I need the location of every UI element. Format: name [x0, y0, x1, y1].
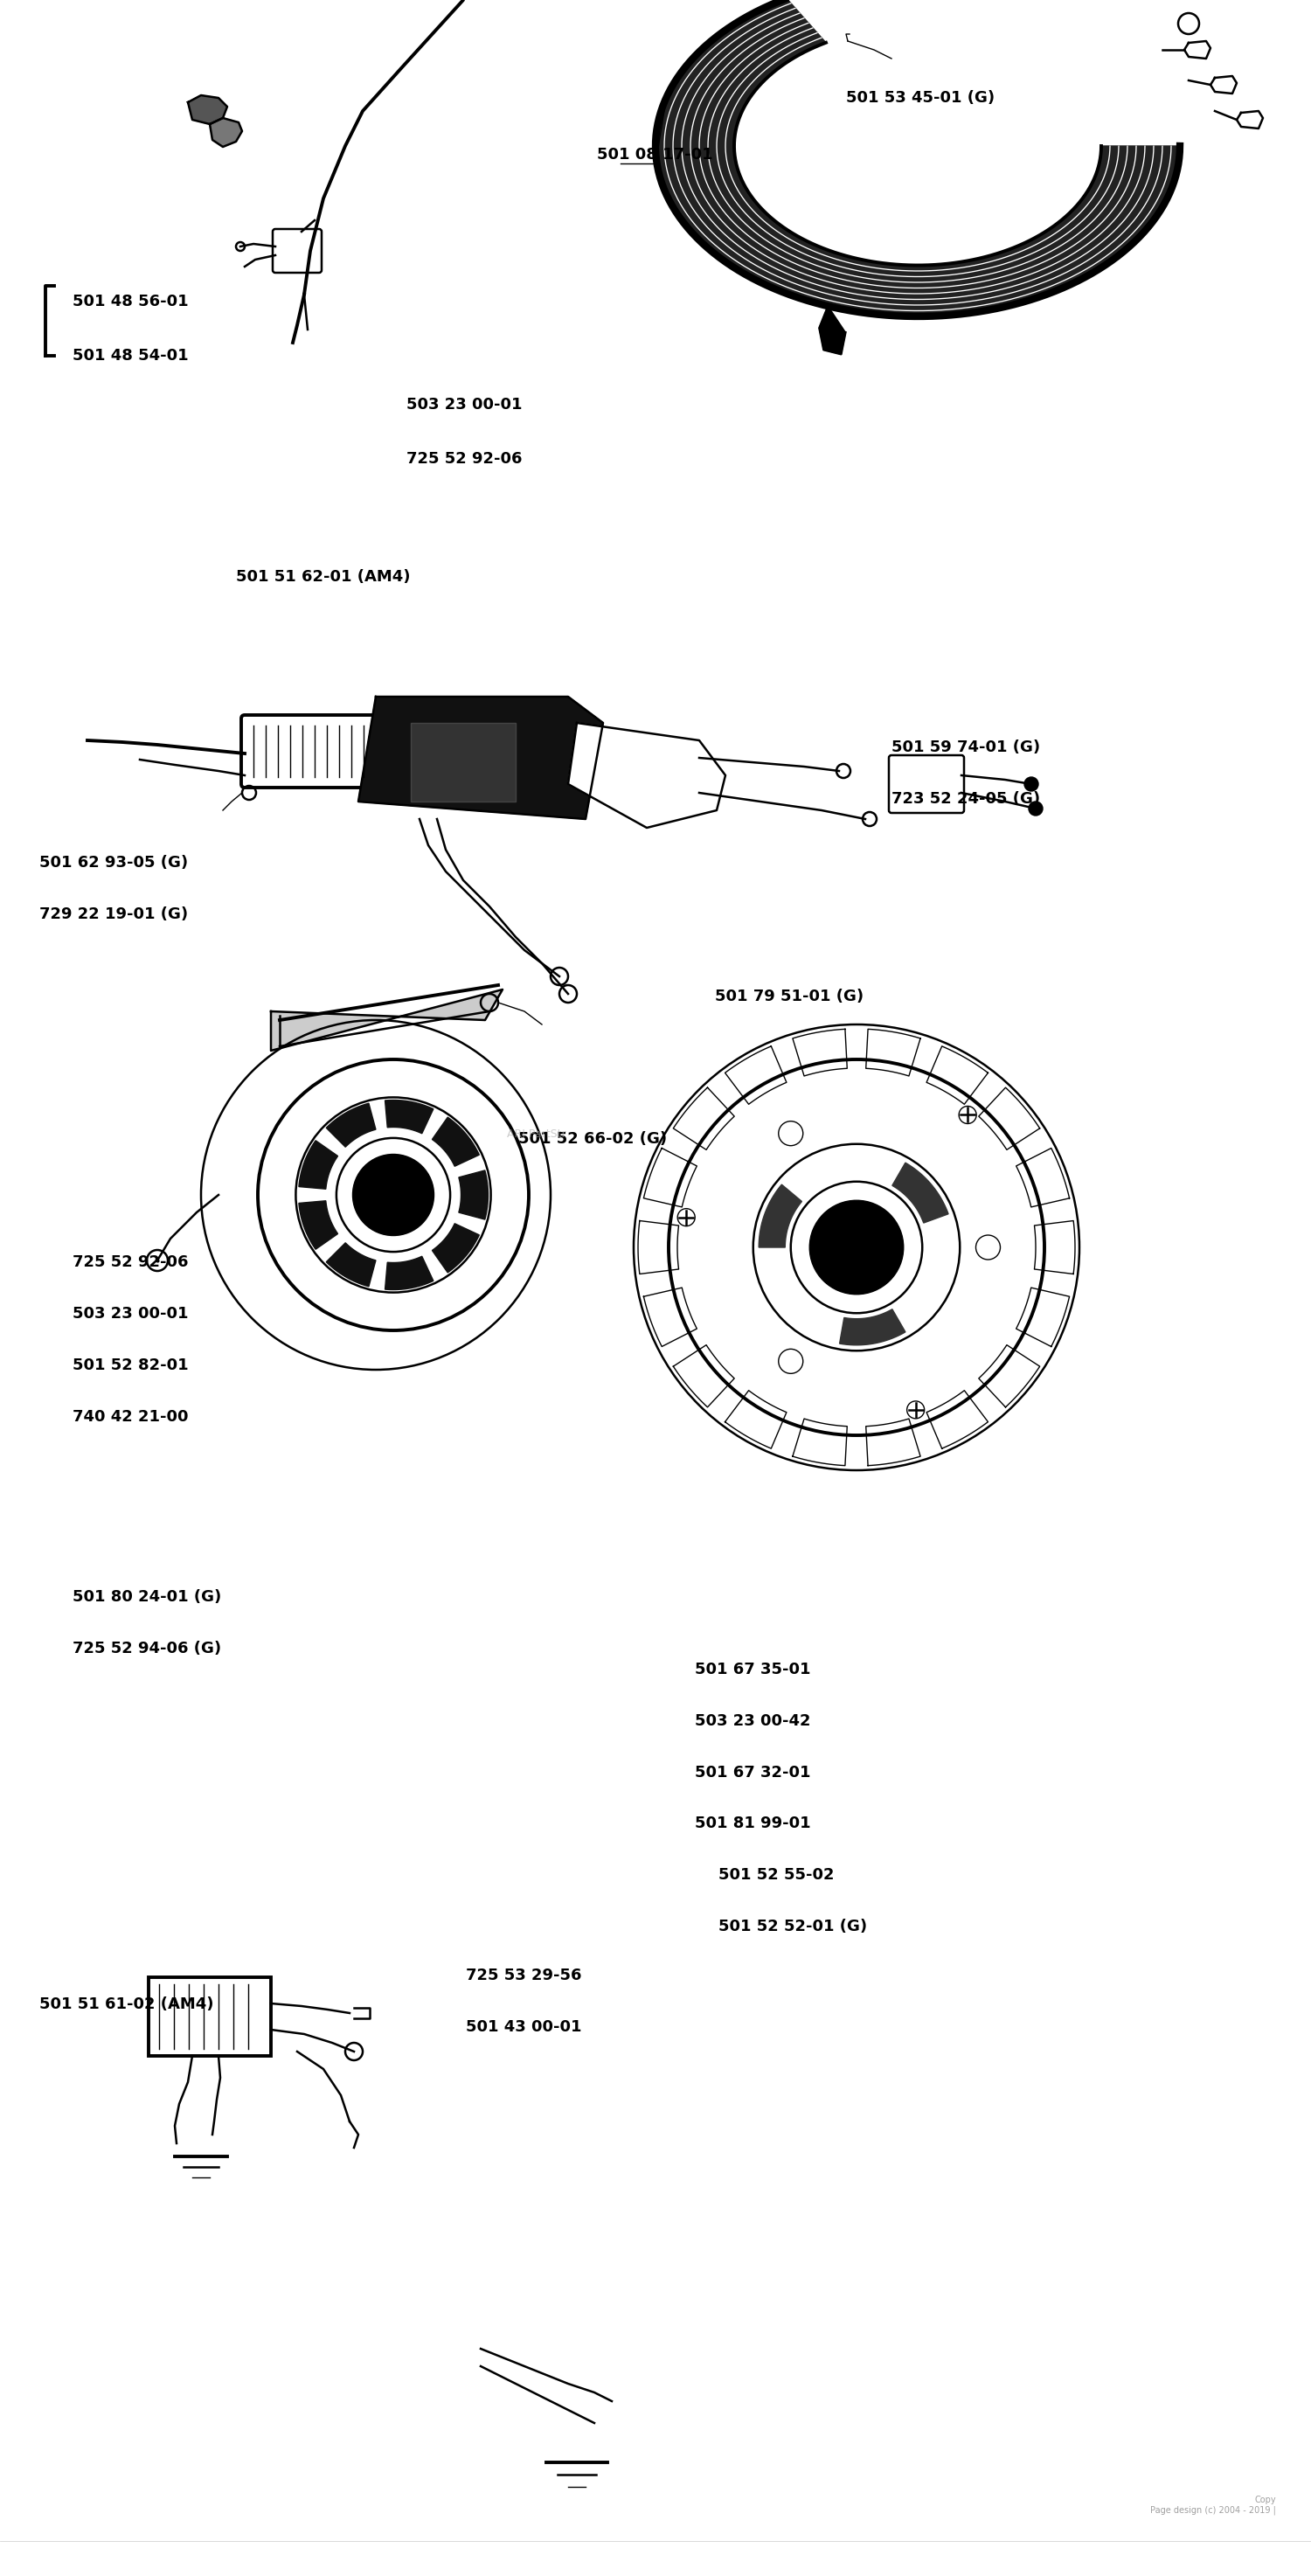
Polygon shape [210, 118, 243, 147]
Circle shape [1024, 778, 1038, 791]
Text: 501 67 32-01: 501 67 32-01 [695, 1765, 810, 1780]
Text: 501 43 00-01: 501 43 00-01 [465, 2020, 581, 2035]
Text: 501 62 93-05 (G): 501 62 93-05 (G) [39, 855, 187, 871]
Polygon shape [385, 1100, 434, 1133]
Polygon shape [759, 1185, 802, 1247]
Text: ARI PartStr: ARI PartStr [507, 1128, 566, 1139]
Polygon shape [644, 1288, 697, 1347]
Polygon shape [358, 696, 603, 819]
Polygon shape [1210, 77, 1236, 93]
Polygon shape [271, 989, 502, 1051]
Polygon shape [725, 1046, 787, 1105]
Polygon shape [738, 46, 1097, 263]
Text: 501 51 61-02 (AM4): 501 51 61-02 (AM4) [39, 1996, 214, 2012]
Text: 501 52 66-02 (G): 501 52 66-02 (G) [518, 1131, 666, 1146]
Polygon shape [299, 1141, 338, 1190]
Text: 725 52 94-06 (G): 725 52 94-06 (G) [72, 1641, 220, 1656]
Bar [410, 724, 515, 801]
Polygon shape [979, 1087, 1040, 1149]
Bar [148, 1978, 271, 2056]
Polygon shape [656, 0, 1180, 317]
Polygon shape [793, 1030, 847, 1077]
Text: 501 52 82-01: 501 52 82-01 [72, 1358, 187, 1373]
Polygon shape [568, 724, 725, 827]
Polygon shape [326, 1242, 376, 1285]
Text: 501 52 52-01 (G): 501 52 52-01 (G) [718, 1919, 867, 1935]
Polygon shape [1016, 1288, 1070, 1347]
Text: 503 23 00-42: 503 23 00-42 [695, 1713, 810, 1728]
Polygon shape [674, 1087, 734, 1149]
Text: 501 48 56-01: 501 48 56-01 [72, 294, 187, 309]
Text: 725 52 92-06: 725 52 92-06 [72, 1255, 187, 1270]
FancyBboxPatch shape [241, 716, 388, 788]
Polygon shape [299, 1200, 338, 1249]
Polygon shape [927, 1391, 988, 1448]
Polygon shape [187, 95, 227, 124]
Text: 729 22 19-01 (G): 729 22 19-01 (G) [39, 907, 187, 922]
Polygon shape [433, 1118, 480, 1167]
Polygon shape [385, 1257, 434, 1291]
Text: 501 81 99-01: 501 81 99-01 [695, 1816, 810, 1832]
Polygon shape [1034, 1221, 1075, 1275]
Polygon shape [459, 1170, 488, 1218]
Polygon shape [674, 1345, 734, 1406]
Text: 725 53 29-56: 725 53 29-56 [465, 1968, 581, 1984]
Text: 740 42 21-00: 740 42 21-00 [72, 1409, 187, 1425]
Polygon shape [979, 1345, 1040, 1406]
Polygon shape [326, 1103, 376, 1146]
Circle shape [1029, 801, 1042, 817]
Text: 723 52 24-05 (G): 723 52 24-05 (G) [891, 791, 1040, 806]
Polygon shape [1184, 41, 1210, 59]
Text: 725 52 92-06: 725 52 92-06 [406, 451, 522, 466]
Text: 501 51 62-01 (AM4): 501 51 62-01 (AM4) [236, 569, 410, 585]
Polygon shape [433, 1224, 480, 1273]
Polygon shape [865, 1419, 920, 1466]
Polygon shape [793, 1419, 847, 1466]
Polygon shape [725, 1391, 787, 1448]
Text: 501 67 35-01: 501 67 35-01 [695, 1662, 810, 1677]
Polygon shape [927, 1046, 988, 1105]
Polygon shape [644, 1149, 697, 1208]
Text: 501 53 45-01 (G): 501 53 45-01 (G) [846, 90, 994, 106]
Text: 503 23 00-01: 503 23 00-01 [72, 1306, 187, 1321]
Polygon shape [819, 307, 846, 355]
Text: 501 59 74-01 (G): 501 59 74-01 (G) [891, 739, 1040, 755]
Text: 501 08 17-01: 501 08 17-01 [597, 147, 712, 162]
Polygon shape [893, 1162, 948, 1224]
Text: 503 23 00-01: 503 23 00-01 [406, 397, 522, 412]
Text: 501 52 55-02: 501 52 55-02 [718, 1868, 834, 1883]
Polygon shape [1236, 111, 1262, 129]
Text: 501 48 54-01: 501 48 54-01 [72, 348, 187, 363]
Polygon shape [839, 1309, 906, 1345]
FancyBboxPatch shape [273, 229, 321, 273]
Text: 501 80 24-01 (G): 501 80 24-01 (G) [72, 1589, 222, 1605]
Polygon shape [638, 1221, 679, 1275]
Polygon shape [1016, 1149, 1070, 1208]
FancyBboxPatch shape [889, 755, 964, 814]
Polygon shape [865, 1030, 920, 1077]
Text: Copy
Page design (c) 2004 - 2019 |: Copy Page design (c) 2004 - 2019 | [1150, 2496, 1276, 2514]
Text: 501 79 51-01 (G): 501 79 51-01 (G) [714, 989, 863, 1005]
Circle shape [810, 1200, 903, 1293]
Circle shape [353, 1154, 434, 1236]
